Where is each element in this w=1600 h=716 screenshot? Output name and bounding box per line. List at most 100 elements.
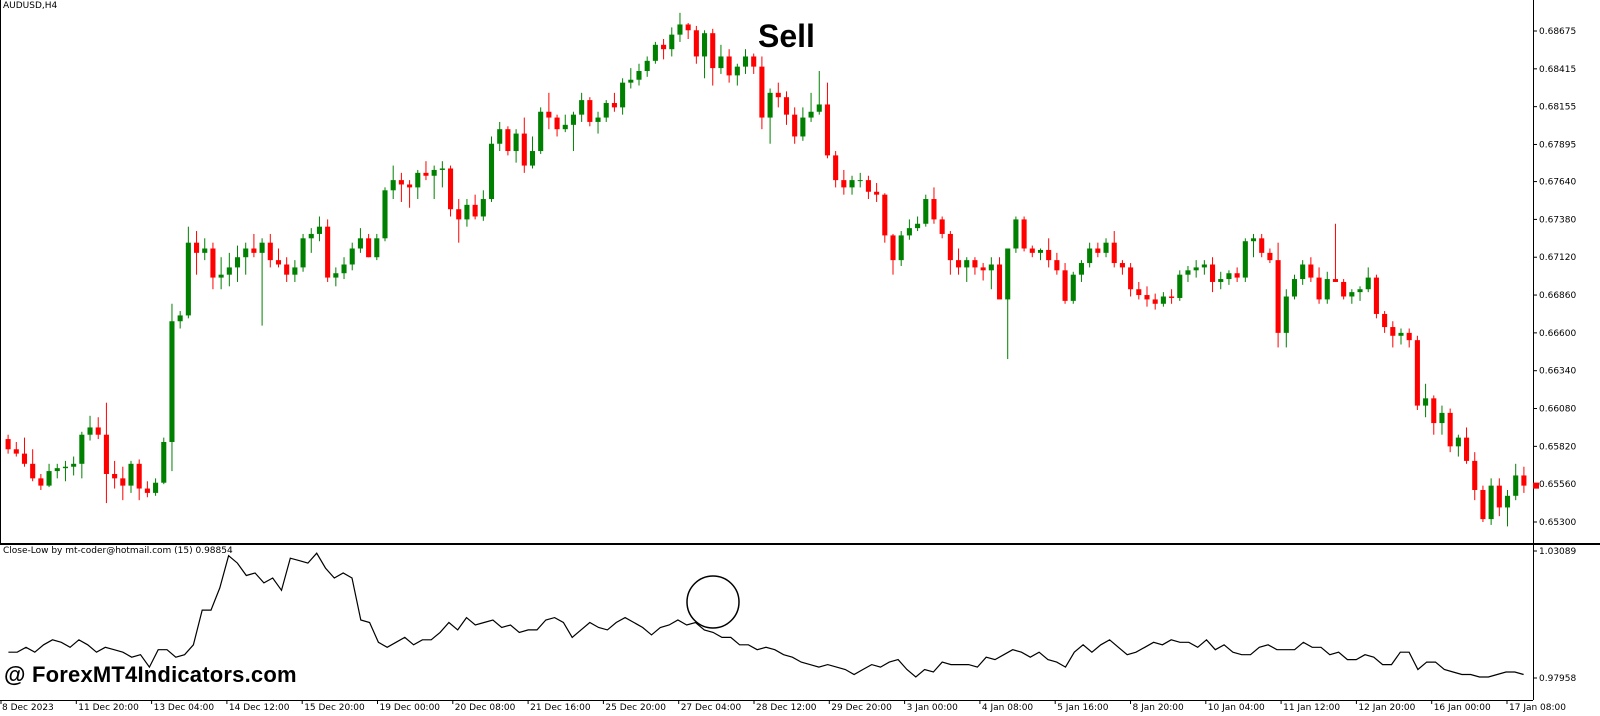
candle-body[interactable] [1128,267,1134,290]
candle-body[interactable] [407,184,413,188]
candle-body[interactable] [1201,264,1207,268]
candle-body[interactable] [1513,475,1519,496]
candle-body[interactable] [71,463,77,467]
candle-body[interactable] [488,143,495,200]
candle-body[interactable] [1521,475,1527,486]
candle-body[interactable] [595,117,601,122]
candle-body[interactable] [357,238,363,249]
candle-body[interactable] [5,439,11,450]
candle-body[interactable] [1111,242,1117,264]
candle-body[interactable] [1136,289,1142,296]
candle-body[interactable] [1144,295,1150,300]
candle-body[interactable] [996,264,1003,300]
candle-body[interactable] [415,172,421,188]
candle-body[interactable] [103,434,109,474]
candle-body[interactable] [1472,460,1478,490]
candle-body[interactable] [1005,248,1011,300]
candle-body[interactable] [661,44,667,50]
candle-body[interactable] [439,168,445,170]
candle-body[interactable] [1250,238,1257,242]
candle-body[interactable] [1423,398,1429,406]
candle-body[interactable] [505,129,511,152]
candle-body[interactable] [497,129,503,144]
candle-body[interactable] [792,114,798,137]
candle-body[interactable] [947,233,953,261]
candle-body[interactable] [759,66,765,118]
candle-body[interactable] [153,482,159,493]
candle-body[interactable] [423,172,429,176]
candle-body[interactable] [259,242,265,253]
candle-body[interactable] [702,33,708,57]
candle-body[interactable] [366,238,372,258]
candle-body[interactable] [833,155,839,181]
candle-body[interactable] [1398,332,1404,336]
candle-body[interactable] [308,233,314,239]
candle-body[interactable] [767,92,773,118]
candle-body[interactable] [234,257,241,268]
candle-body[interactable] [890,235,896,261]
candle-body[interactable] [742,56,749,67]
candle-body[interactable] [398,180,404,185]
candle-body[interactable] [562,124,568,130]
candle-body[interactable] [1234,273,1240,278]
candle-body[interactable] [1259,238,1265,253]
candle-body[interactable] [316,226,322,234]
candle-body[interactable] [1447,412,1453,447]
candle-body[interactable] [128,463,134,486]
candle-body[interactable] [554,117,560,130]
candle-body[interactable] [570,114,576,125]
candle-body[interactable] [1291,279,1298,297]
candle-body[interactable] [1414,340,1420,406]
candle-body[interactable] [644,60,650,72]
candle-body[interactable] [882,194,888,236]
candle-body[interactable] [382,190,388,239]
candle-body[interactable] [1070,274,1076,301]
candle-body[interactable] [112,473,118,479]
candle-body[interactable] [546,111,552,118]
candle-body[interactable] [1169,296,1175,298]
candle-body[interactable] [267,242,273,261]
candle-body[interactable] [87,427,93,435]
candle-body[interactable] [857,180,863,182]
candlestick-series[interactable] [5,12,1527,527]
candle-body[interactable] [677,24,683,35]
candle-body[interactable] [693,30,699,57]
candle-body[interactable] [464,204,470,220]
candle-body[interactable] [726,56,732,76]
candle-body[interactable] [1242,241,1248,278]
candle-body[interactable] [1316,277,1322,300]
candle-body[interactable] [931,199,937,220]
candle-body[interactable] [1308,264,1314,278]
candle-body[interactable] [185,242,191,316]
candle-body[interactable] [1087,248,1093,264]
candle-body[interactable] [1218,279,1224,282]
candle-body[interactable] [1373,277,1379,314]
candle-body[interactable] [1504,495,1511,508]
candle-body[interactable] [95,427,101,435]
candle-body[interactable] [1152,299,1158,304]
candle-body[interactable] [374,238,380,258]
candle-body[interactable] [177,315,183,322]
candle-body[interactable] [13,449,19,454]
candle-body[interactable] [284,264,290,275]
candle-body[interactable] [480,199,486,217]
candle-body[interactable] [1037,249,1044,253]
candle-body[interactable] [448,168,454,210]
candle-body[interactable] [38,478,44,486]
indicator-line[interactable] [8,552,1524,678]
candle-body[interactable] [988,264,994,271]
candle-body[interactable] [54,468,60,472]
candle-body[interactable] [325,226,331,278]
candle-body[interactable] [1275,260,1281,333]
candle-body[interactable] [628,79,634,83]
candle-body[interactable] [251,248,257,253]
candle-body[interactable] [685,24,691,31]
candle-body[interactable] [783,97,790,115]
candle-body[interactable] [849,180,855,188]
time-axis[interactable]: 8 Dec 2023 11 Dec 20:00 13 Dec 04:00 14 Dec… [0,700,1566,713]
candle-body[interactable] [300,238,306,268]
candle-body[interactable] [1283,296,1289,333]
candle-body[interactable] [275,260,282,265]
